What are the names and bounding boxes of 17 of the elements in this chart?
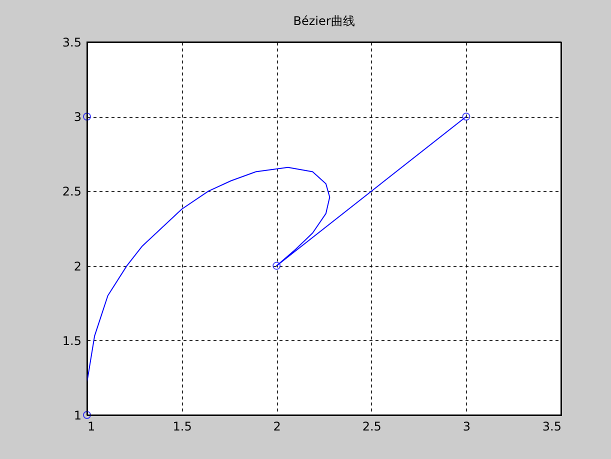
y-tick-label: 1: [74, 408, 82, 422]
point: [462, 112, 470, 121]
y-tick-label: 2.5: [62, 184, 82, 199]
x-tick-label: 1: [88, 420, 96, 434]
y-tick-label: 2: [74, 259, 82, 274]
point: [82, 112, 92, 121]
chart-title: Bézier曲线: [293, 14, 355, 28]
x-tick-label: 2.5: [362, 420, 382, 434]
y-tick-label: 3.5: [62, 36, 82, 50]
x-tick-label: 3.5: [542, 420, 562, 434]
point: [272, 262, 281, 270]
x-tick-label: 1.5: [172, 420, 192, 434]
x-tick-label: 3: [462, 420, 471, 434]
y-tick-label: 3: [74, 110, 82, 124]
x-tick-label: 2: [273, 420, 281, 434]
point: [82, 410, 92, 420]
y-tick-label: 1.5: [62, 334, 82, 348]
